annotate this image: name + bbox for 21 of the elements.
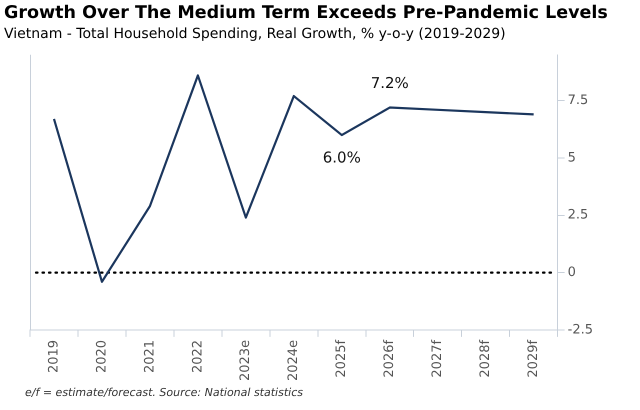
x-tick-label: 2020 — [94, 340, 110, 374]
x-tick-label: 2021 — [142, 340, 158, 374]
chart-subtitle: Vietnam - Total Household Spending, Real Growth, % y-o-y (2019-2029) — [4, 26, 506, 42]
text: e/f = estimate/forecast. Source: National statistics — [25, 386, 303, 399]
x-tick-label: 2027f — [430, 340, 446, 378]
x-tick-label: 2025f — [334, 340, 350, 378]
y-tick-label: 5 — [568, 150, 576, 166]
x-tick-label: 2026f — [382, 340, 398, 378]
data-label: 7.2% — [370, 74, 409, 92]
y-tick-label: 7.5 — [568, 93, 588, 108]
x-tick-label: 2028f — [478, 340, 494, 378]
x-tick-label: 2019 — [46, 340, 62, 374]
y-tick-label: -2.5 — [568, 322, 594, 338]
data-label: 6.0% — [322, 148, 361, 166]
chart-title: Growth Over The Medium Term Exceeds Pre-Pandemic Levels — [4, 3, 608, 23]
x-tick-label: 2024e — [286, 340, 302, 382]
x-tick-label: 2029f — [526, 340, 542, 378]
x-tick-label: 2023e — [238, 340, 254, 382]
y-tick-label: 0 — [568, 264, 576, 280]
x-tick-label: 2022 — [190, 340, 206, 374]
y-tick-label: 2.5 — [568, 208, 588, 223]
